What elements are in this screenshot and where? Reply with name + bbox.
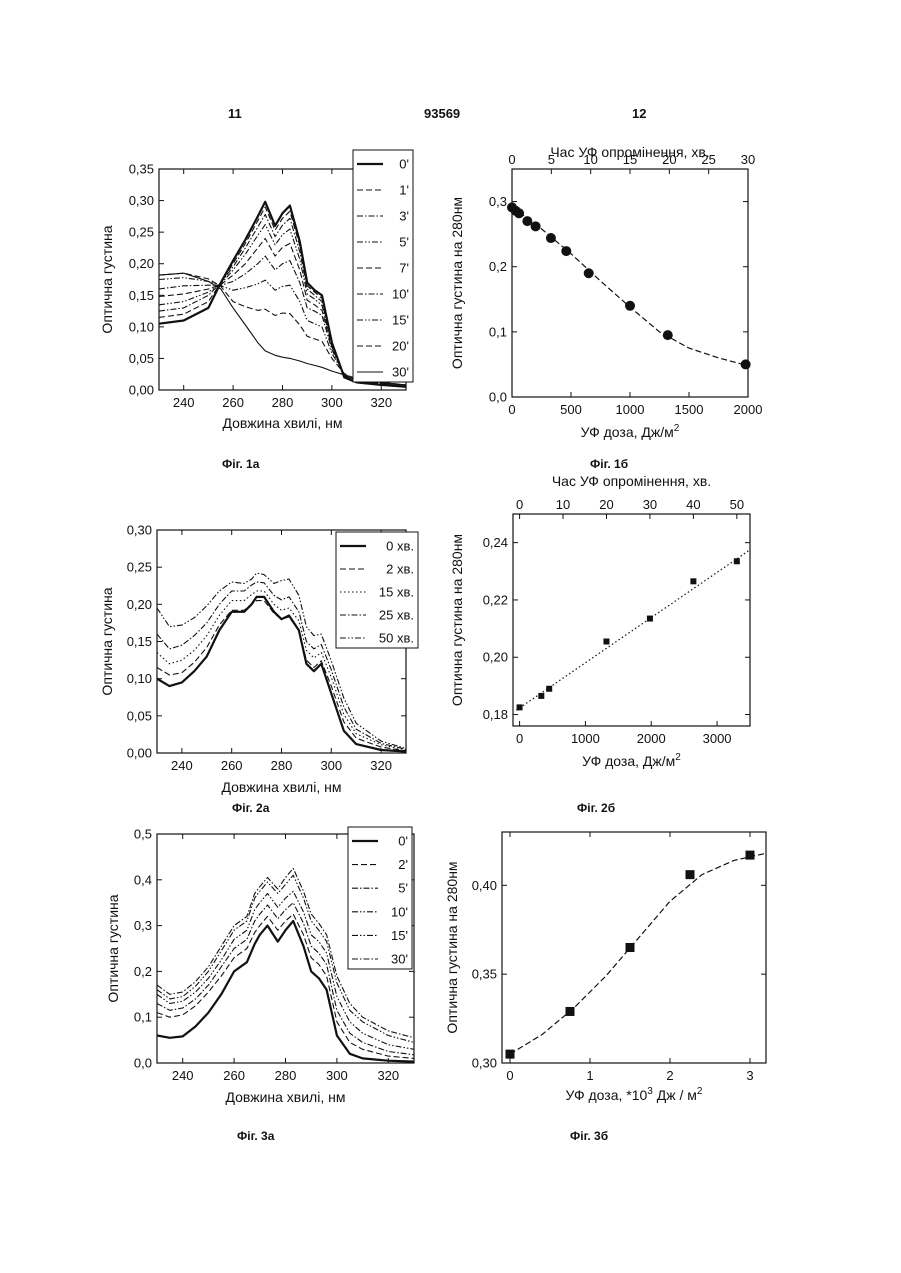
x-tick-label: 1 xyxy=(586,1068,593,1083)
y-tick-label: 0,30 xyxy=(472,1056,497,1071)
x-axis-label-tail: Дж / м xyxy=(653,1087,697,1103)
figure-caption: Фіг. 3б xyxy=(570,1129,608,1143)
data-point xyxy=(506,1050,515,1059)
x-tick-label: 3 xyxy=(746,1068,753,1083)
data-point xyxy=(566,1007,575,1016)
data-point xyxy=(686,870,695,879)
chart-fig-3b: 0 1 2 3 0,30 0,35 0,40 Оптична густина на 280нм… xyxy=(0,0,901,1273)
y-tick-label: 0,35 xyxy=(472,967,497,982)
plot-area xyxy=(510,853,766,1054)
x-tick-label: 0 xyxy=(506,1068,513,1083)
x-axis-label-text: УФ доза, *10 xyxy=(566,1087,648,1103)
data-point xyxy=(626,943,635,952)
data-point xyxy=(746,851,755,860)
x-tick-label: 2 xyxy=(666,1068,673,1083)
x-axis-label-sup2: 2 xyxy=(697,1086,703,1097)
x-axis-label: УФ доза, *103 Дж / м2 xyxy=(566,1086,703,1103)
y-tick-label: 0,40 xyxy=(472,878,497,893)
y-axis-label: Оптична густина на 280нм xyxy=(444,861,460,1033)
patent-page: 11 93569 12 2402602803003200,000,050,100… xyxy=(0,0,901,1273)
fit-curve xyxy=(510,853,766,1054)
